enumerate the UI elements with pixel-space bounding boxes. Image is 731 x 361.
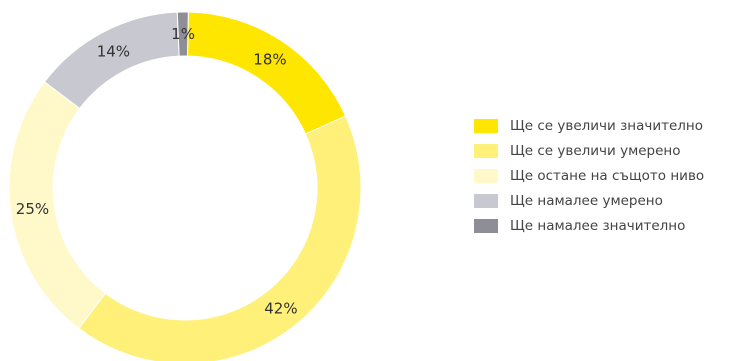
legend-label: Ще се увеличи значително <box>510 118 703 134</box>
donut-slice <box>176 11 189 57</box>
legend-label: Ще намалее значително <box>510 218 686 234</box>
legend-label: Ще остане на същото ниво <box>510 168 705 184</box>
legend-swatch <box>474 169 498 183</box>
slice-value-label: 25% <box>16 200 49 218</box>
slice-value-label: 42% <box>264 299 297 317</box>
legend-item: Ще се увеличи значително <box>474 115 704 137</box>
slice-value-label: 18% <box>253 51 286 69</box>
donut-slice <box>186 11 347 135</box>
slice-value-label: 14% <box>97 43 130 61</box>
legend-label: Ще намалее умерено <box>510 193 663 209</box>
legend: Ще се увеличи значително Ще се увеличи у… <box>474 115 704 240</box>
slice-value-label: 1% <box>171 25 195 43</box>
legend-swatch <box>474 119 498 133</box>
legend-label: Ще се увеличи умерено <box>510 143 681 159</box>
legend-swatch <box>474 219 498 233</box>
legend-item: Ще остане на същото ниво <box>474 165 704 187</box>
legend-item: Ще намалее значително <box>474 215 704 237</box>
legend-swatch <box>474 144 498 158</box>
legend-item: Ще се увеличи умерено <box>474 140 704 162</box>
donut-slice <box>78 115 362 361</box>
legend-item: Ще намалее умерено <box>474 190 704 212</box>
donut-chart: 18% 42% 25% 14% 1% <box>8 11 362 361</box>
legend-swatch <box>474 194 498 208</box>
